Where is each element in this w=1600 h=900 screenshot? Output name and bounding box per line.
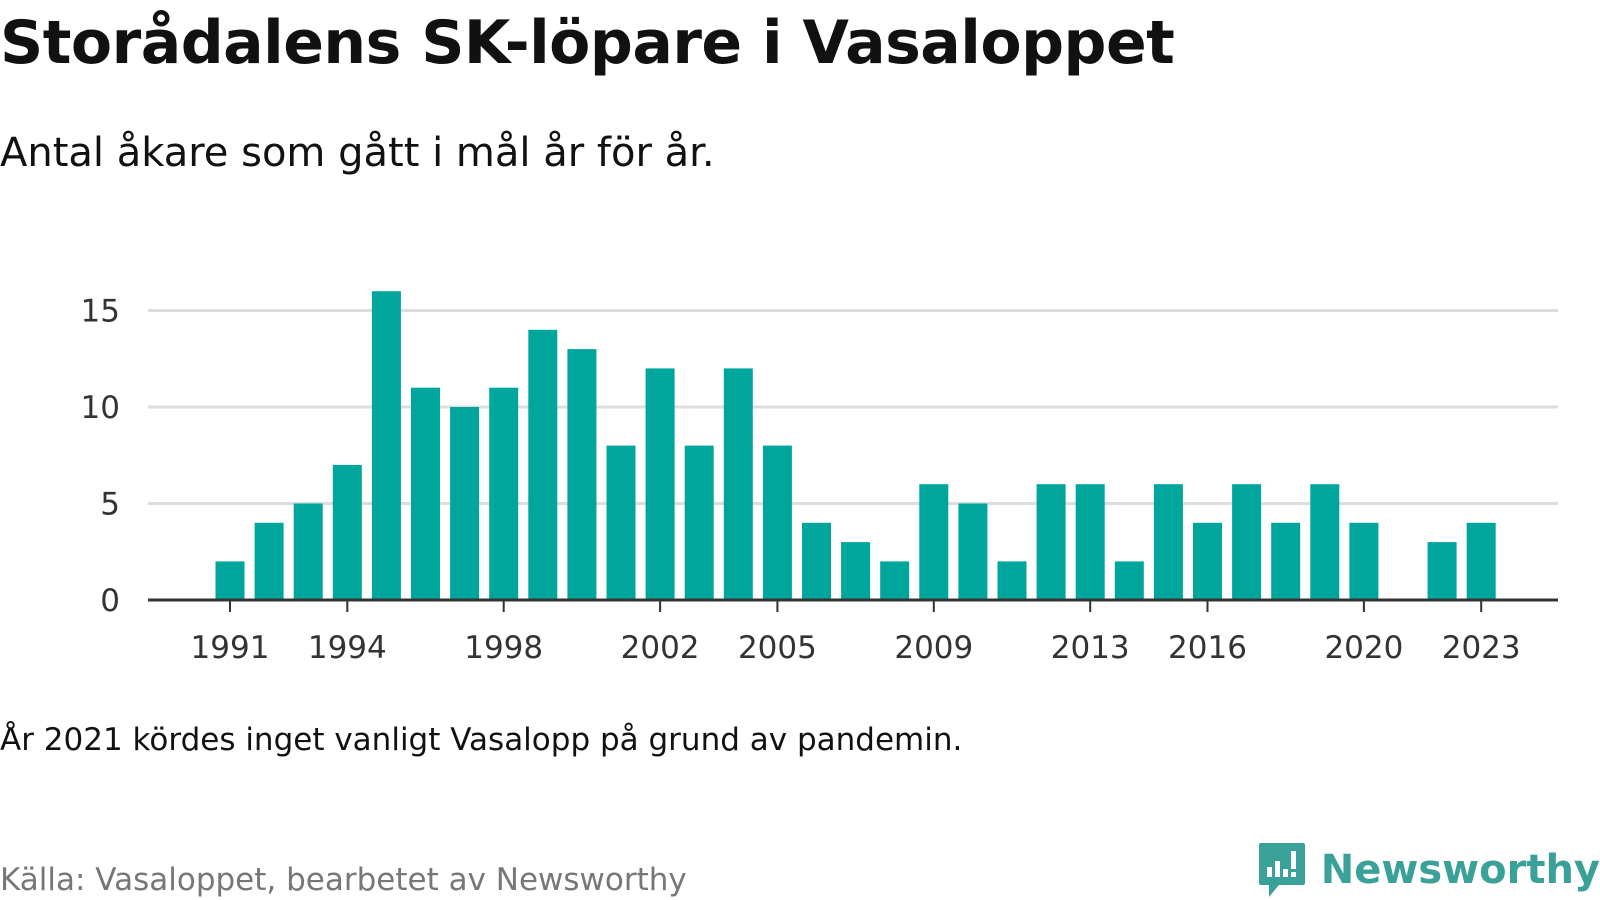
source-credit: Källa: Vasaloppet, bearbetet av Newswort… — [0, 862, 687, 898]
bar-2018 — [1271, 522, 1301, 600]
x-tick-label: 1994 — [308, 630, 387, 666]
x-tick-label: 2005 — [738, 630, 817, 666]
bar-1998 — [489, 387, 519, 600]
bar-1994 — [332, 464, 362, 600]
x-tick-label: 2002 — [621, 630, 700, 666]
y-tick-label: 0 — [100, 583, 120, 619]
bar-2000 — [567, 349, 597, 600]
y-tick-label: 5 — [100, 487, 120, 523]
bar-2010 — [958, 503, 988, 600]
x-tick-label: 1991 — [191, 630, 270, 666]
bar-1993 — [293, 503, 323, 600]
bar-2004 — [723, 368, 753, 600]
brand-logo: Newsworthy — [1257, 840, 1600, 900]
x-tick-label: 2016 — [1168, 630, 1247, 666]
x-tick-label: 2020 — [1324, 630, 1403, 666]
bar-2001 — [606, 445, 636, 600]
bar-2005 — [762, 445, 792, 600]
chart-note: År 2021 kördes inget vanligt Vasalopp på… — [0, 722, 963, 758]
bar-2019 — [1310, 484, 1340, 600]
bar-2012 — [1036, 484, 1066, 600]
bar-1996 — [411, 387, 440, 600]
bar-1997 — [450, 407, 480, 600]
x-tick-label: 2023 — [1442, 630, 1521, 666]
bar-1995 — [371, 291, 401, 600]
x-tick-label: 1998 — [464, 630, 543, 666]
bar-2006 — [802, 522, 831, 600]
bar-2014 — [1114, 561, 1144, 600]
axes: 0 5 10 15 1991 1994 1998 2002 2005 2009 2013 2016 20… — [81, 294, 1558, 666]
bar-1991 — [215, 561, 245, 600]
bar-chart-speech-bubble-icon — [1258, 843, 1305, 897]
bar-2013 — [1075, 484, 1105, 600]
bar-1992 — [254, 522, 284, 600]
bar-2023 — [1466, 522, 1496, 600]
x-tick-label: 2009 — [894, 630, 973, 666]
chart-subtitle: Antal åkare som gått i mål år för år. — [0, 130, 715, 176]
bar-2020 — [1349, 522, 1379, 600]
bar-2022 — [1427, 542, 1457, 600]
bar-2002 — [645, 368, 675, 600]
bar-2015 — [1153, 484, 1183, 600]
bar-2017 — [1232, 484, 1262, 600]
bar-2008 — [880, 561, 910, 600]
chart-title: Storådalens SK-löpare i Vasaloppet — [0, 8, 1175, 78]
bar-2003 — [684, 445, 714, 600]
brand-name: Newsworthy — [1320, 847, 1600, 893]
bar-2011 — [997, 561, 1027, 600]
bar-2007 — [841, 542, 871, 600]
bar-2009 — [919, 484, 949, 600]
y-tick-label: 15 — [81, 294, 120, 330]
bar-2016 — [1193, 522, 1222, 600]
bar-1999 — [528, 329, 558, 600]
y-tick-label: 10 — [81, 390, 120, 426]
bars — [215, 291, 1496, 600]
x-tick-label: 2013 — [1051, 630, 1130, 666]
